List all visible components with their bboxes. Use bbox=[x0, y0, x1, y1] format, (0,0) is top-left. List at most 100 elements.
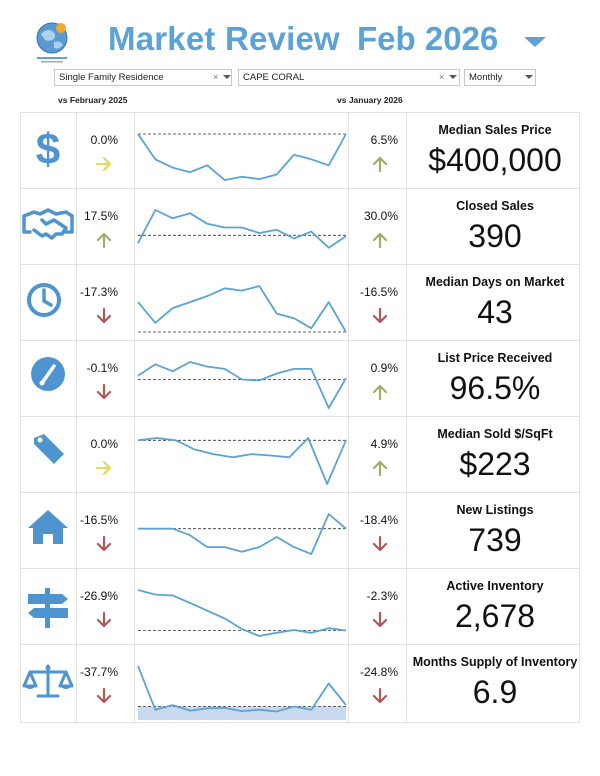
mom-trend-arrow-icon bbox=[370, 686, 390, 706]
chevron-down-icon[interactable] bbox=[223, 75, 231, 79]
mom-change: 4.9% bbox=[370, 437, 398, 451]
metric-row-signpost: -26.9% -2.3% Active Inventory 2,678 bbox=[20, 568, 580, 644]
yoy-change: -16.5% bbox=[79, 513, 118, 527]
metric-row-scale: -37.7% -24.8% Months Supply of Inventory 6.… bbox=[20, 644, 580, 720]
metric-title: Active Inventory bbox=[446, 579, 544, 593]
svg-text:$: $ bbox=[36, 125, 60, 174]
scale-icon bbox=[20, 644, 76, 720]
yoy-trend-arrow-icon bbox=[94, 610, 114, 630]
mom-change: -24.8% bbox=[359, 665, 398, 679]
report-date-selector[interactable]: Feb 2026 bbox=[357, 20, 499, 57]
yoy-change: 0.0% bbox=[90, 437, 118, 451]
house-icon bbox=[20, 492, 76, 568]
metric-title: Median Sales Price bbox=[438, 123, 552, 137]
metric-row-gauge: -0.1% 0.9% List Price Received 96.5% bbox=[20, 340, 580, 416]
yoy-trend-arrow-icon bbox=[94, 382, 114, 402]
metric-value: $223 bbox=[459, 446, 531, 482]
divider bbox=[134, 112, 135, 724]
metric-title: List Price Received bbox=[437, 351, 553, 365]
header: Market Review Feb 2026 bbox=[0, 0, 600, 68]
divider bbox=[20, 340, 580, 341]
mom-trend-arrow-icon bbox=[370, 382, 390, 402]
mom-trend-arrow-icon bbox=[370, 610, 390, 630]
mom-trend-arrow-icon bbox=[370, 230, 390, 250]
divider bbox=[20, 112, 580, 113]
yoy-change: 0.0% bbox=[90, 133, 118, 147]
metric-title: New Listings bbox=[456, 503, 534, 517]
sparkline-chart bbox=[136, 492, 348, 568]
period-value: Monthly bbox=[469, 72, 503, 83]
clock-icon bbox=[20, 264, 76, 340]
handshake-icon bbox=[20, 188, 76, 264]
mom-change: -18.4% bbox=[359, 513, 398, 527]
metric-value: 2,678 bbox=[454, 598, 536, 634]
sparkline-chart bbox=[136, 568, 348, 644]
divider bbox=[348, 112, 349, 724]
divider bbox=[20, 722, 580, 723]
mom-trend-arrow-icon bbox=[370, 154, 390, 174]
metric-row-handshake: 17.5% 30.0% Closed Sales 390 bbox=[20, 188, 580, 264]
metric-value: 6.9 bbox=[472, 674, 518, 710]
yoy-trend-arrow-icon bbox=[94, 230, 114, 250]
dollar-icon: $ bbox=[20, 112, 76, 188]
chevron-down-icon[interactable] bbox=[524, 37, 546, 47]
area-select[interactable]: CAPE CORAL × bbox=[238, 69, 460, 86]
tag-icon bbox=[20, 416, 76, 492]
metric-value: 390 bbox=[468, 218, 522, 254]
area-value: CAPE CORAL bbox=[243, 72, 305, 83]
mom-trend-arrow-icon bbox=[370, 458, 390, 478]
divider bbox=[20, 568, 580, 569]
divider bbox=[20, 188, 580, 189]
mom-change: -2.3% bbox=[366, 589, 398, 603]
yoy-trend-arrow-icon bbox=[94, 306, 114, 326]
sparkline-chart bbox=[136, 188, 348, 264]
period-select[interactable]: Monthly bbox=[464, 69, 536, 86]
yoy-change: 17.5% bbox=[83, 209, 118, 223]
mom-trend-arrow-icon bbox=[370, 306, 390, 326]
metric-value: 96.5% bbox=[449, 370, 541, 406]
mom-comparison-label: vs January 2026 bbox=[337, 95, 403, 105]
yoy-trend-arrow-icon bbox=[94, 458, 114, 478]
metric-row-house: -16.5% -18.4% New Listings 739 bbox=[20, 492, 580, 568]
sparkline-chart bbox=[136, 644, 348, 720]
mom-trend-arrow-icon bbox=[370, 534, 390, 554]
sparkline-chart bbox=[136, 264, 348, 340]
metric-title: Closed Sales bbox=[456, 199, 534, 213]
yoy-trend-arrow-icon bbox=[94, 534, 114, 554]
yoy-change: -37.7% bbox=[79, 665, 118, 679]
mom-change: -16.5% bbox=[359, 285, 398, 299]
mom-change: 30.0% bbox=[363, 209, 398, 223]
divider bbox=[20, 112, 21, 724]
yoy-change: -17.3% bbox=[79, 285, 118, 299]
page-title: Market Review bbox=[108, 20, 340, 57]
clear-icon[interactable]: × bbox=[439, 72, 445, 82]
divider bbox=[406, 112, 407, 724]
chevron-down-icon[interactable] bbox=[449, 75, 457, 79]
metric-row-clock: -17.3% -16.5% Median Days on Market 43 bbox=[20, 264, 580, 340]
divider bbox=[20, 644, 580, 645]
chevron-down-icon[interactable] bbox=[525, 75, 533, 79]
company-logo bbox=[36, 22, 68, 63]
sparkline-chart bbox=[136, 416, 348, 492]
metric-row-tag: 0.0% 4.9% Median Sold $/SqFt $223 bbox=[20, 416, 580, 492]
yoy-change: -26.9% bbox=[79, 589, 118, 603]
metric-title: Median Sold $/SqFt bbox=[437, 427, 553, 441]
gauge-icon bbox=[20, 340, 76, 416]
metric-title: Median Days on Market bbox=[425, 275, 565, 289]
sparkline-chart bbox=[136, 112, 348, 188]
divider bbox=[76, 112, 77, 724]
metric-row-dollar: $0.0% 6.5% Median Sales Price $400,000 bbox=[20, 112, 580, 188]
mom-change: 0.9% bbox=[370, 361, 398, 375]
divider bbox=[20, 492, 580, 493]
clear-icon[interactable]: × bbox=[213, 72, 219, 82]
metric-value: 739 bbox=[468, 522, 522, 558]
sparkline-chart bbox=[136, 340, 348, 416]
property-type-select[interactable]: Single Family Residence × bbox=[54, 69, 232, 86]
metric-value: 43 bbox=[477, 294, 513, 330]
yoy-comparison-label: vs February 2025 bbox=[58, 95, 128, 105]
divider bbox=[579, 112, 580, 724]
yoy-change: -0.1% bbox=[86, 361, 118, 375]
property-type-value: Single Family Residence bbox=[59, 72, 164, 83]
yoy-trend-arrow-icon bbox=[94, 686, 114, 706]
metric-value: $400,000 bbox=[428, 142, 562, 178]
